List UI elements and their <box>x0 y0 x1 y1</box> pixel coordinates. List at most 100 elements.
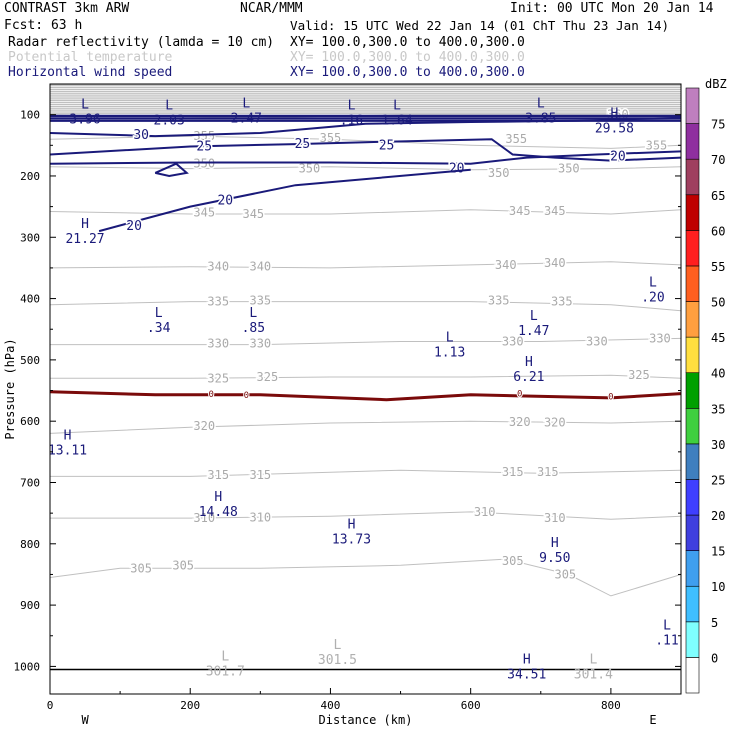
extremum-letter: L <box>589 652 597 667</box>
theta-contour-label: 330 <box>249 336 271 350</box>
colorbar-label: 50 <box>711 296 725 310</box>
reflectivity-contour-label: 0 <box>209 390 214 400</box>
extremum-value: 301.7 <box>206 664 245 679</box>
colorbar-label: 45 <box>711 331 725 345</box>
colorbar-swatch <box>685 443 700 480</box>
extremum-letter: H <box>523 652 531 667</box>
extremum-letter: L <box>221 649 229 664</box>
theta-contour-label: 325 <box>257 370 279 384</box>
x-tick-label: 200 <box>180 699 200 712</box>
colorbar-label: 20 <box>711 509 725 523</box>
wind-contour-label: 25 <box>196 140 212 155</box>
colorbar-swatch <box>685 372 700 409</box>
extremum-value: 13.11 <box>48 444 87 459</box>
extremum-letter: H <box>551 536 559 551</box>
theta-contour-label: 305 <box>172 558 194 572</box>
theta-contour-335 <box>50 301 681 312</box>
x-end-label-west: W <box>81 713 89 727</box>
wind-contour-label: 20 <box>126 219 142 234</box>
extremum-value: 3.96 <box>69 113 100 128</box>
extremum-letter: H <box>610 107 618 122</box>
extremum-letter: L <box>155 306 163 321</box>
theta-contour-label: 330 <box>586 334 608 348</box>
extremum-letter: L <box>663 619 671 634</box>
field-1-xy: XY= 100.0,300.0 to 400.0,300.0 <box>290 35 525 50</box>
y-tick-label: 700 <box>20 476 40 489</box>
extremum-letter: H <box>81 217 89 232</box>
colorbar-label: 5 <box>711 616 718 630</box>
theta-contour-label: 325 <box>628 368 650 382</box>
extremum-value: 1.47 <box>518 324 549 339</box>
extremum-letter: H <box>525 355 533 370</box>
extremum-letter: L <box>81 98 89 113</box>
theta-contour-label: 355 <box>193 129 215 143</box>
theta-contour-label: 310 <box>249 510 271 524</box>
init-time: Init: 00 UTC Mon 20 Jan 14 <box>510 1 714 16</box>
y-tick-label: 300 <box>20 231 40 244</box>
colorbar-label: 40 <box>711 367 725 381</box>
plot-frame <box>49 83 682 695</box>
colorbar-swatch <box>685 230 700 267</box>
y-tick-label: 800 <box>20 538 40 551</box>
colorbar-swatch <box>685 194 700 231</box>
colorbar-label: 0 <box>711 651 718 665</box>
extremum-value: 301.4 <box>574 667 613 682</box>
extremum-value: 2.03 <box>154 114 185 129</box>
theta-contour-label: 350 <box>299 162 321 176</box>
extremum-value: 6.21 <box>513 370 544 385</box>
theta-contour-label: 315 <box>502 465 524 479</box>
extremum-letter: L <box>249 306 257 321</box>
theta-contour-350 <box>50 166 681 171</box>
theta-contour-label: 320 <box>544 415 566 429</box>
wind-contour-label: 20 <box>610 149 626 164</box>
extremum-value: 14.48 <box>199 505 238 520</box>
reflectivity-contour-label: 0 <box>608 393 613 403</box>
reflectivity-contour-label: 0 <box>517 390 522 400</box>
colorbar-swatch <box>685 585 700 623</box>
theta-contour-340 <box>50 261 681 269</box>
theta-contour-label: 320 <box>193 419 215 433</box>
reflectivity-zero-contour <box>50 390 681 402</box>
extremum-letter: L <box>242 96 250 111</box>
y-tick-label: 900 <box>20 599 40 612</box>
extremum-value: 3.85 <box>525 111 556 126</box>
theta-contour-label: 330 <box>502 334 524 348</box>
extremum-letter: H <box>348 517 356 532</box>
extremum-letter: L <box>334 638 342 653</box>
extremum-value: .11 <box>655 634 678 649</box>
colorbar-swatch <box>685 621 700 658</box>
theta-contour-label: 350 <box>558 162 580 176</box>
colorbar-label: 30 <box>711 438 725 452</box>
theta-contour-label: 345 <box>544 204 566 218</box>
extremum-value: 301.5 <box>318 653 357 668</box>
extremum-value: 34.51 <box>507 667 546 682</box>
wind-contour-label: 20 <box>217 193 233 208</box>
theta-contour-label: 340 <box>207 260 229 274</box>
theta-contour-label: 335 <box>551 295 573 309</box>
extremum-value: 21.27 <box>65 232 104 247</box>
theta-contour-label: 305 <box>554 567 576 581</box>
colorbar-swatch <box>685 550 700 587</box>
colorbar-unit: dBZ <box>705 77 727 91</box>
colorbar-swatch <box>685 301 700 338</box>
theta-contour-325 <box>50 374 681 379</box>
colorbar-label: 15 <box>711 545 725 559</box>
extremum-letter: L <box>649 275 657 290</box>
colorbar-label: 25 <box>711 473 725 487</box>
extremum-value: .34 <box>147 321 171 336</box>
wind-contour-label: 20 <box>449 162 465 177</box>
theta-contour-345 <box>50 209 681 215</box>
theta-contour-305 <box>50 558 681 597</box>
field-2-name: Potential temperature <box>8 50 173 65</box>
y-tick-label: 600 <box>20 415 40 428</box>
theta-contour-label: 345 <box>242 207 264 221</box>
extremum-letter: L <box>537 96 545 111</box>
theta-contour-330 <box>50 337 681 346</box>
colorbar-swatch <box>685 123 700 160</box>
theta-contour-label: 315 <box>537 465 559 479</box>
valid-time: Valid: 15 UTC Wed 22 Jan 14 (01 ChT Thu … <box>290 18 670 33</box>
extremum-letter: L <box>393 99 401 114</box>
colorbar-label: 35 <box>711 402 725 416</box>
y-tick-label: 400 <box>20 293 40 306</box>
